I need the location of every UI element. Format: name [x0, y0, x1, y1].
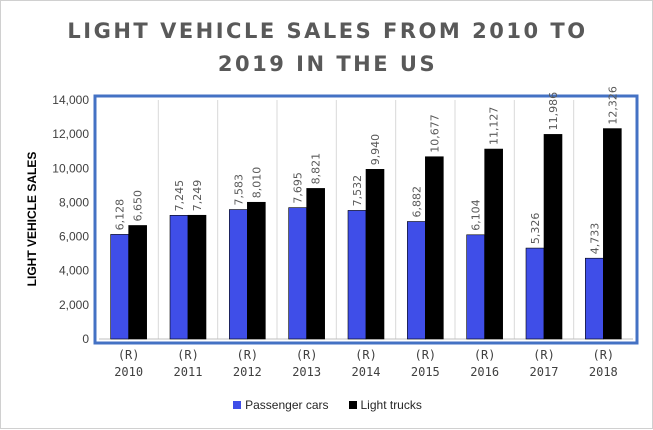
- bar-light-trucks: [425, 156, 444, 340]
- x-tick-label: (R) 2012: [233, 348, 262, 379]
- bar-light-trucks: [306, 188, 325, 340]
- bar-light-trucks: [247, 201, 266, 340]
- bar-passenger-cars: [407, 221, 426, 340]
- x-tick-label: (R) 2014: [352, 348, 381, 379]
- bar-light-trucks: [543, 134, 563, 340]
- chart-title-line-1: LIGHT VEHICLE SALES FROM 2010 TO: [67, 19, 588, 43]
- bar-light-trucks: [128, 225, 147, 340]
- data-label: 6,650: [132, 190, 145, 222]
- data-label: 12,326: [606, 86, 619, 125]
- data-label: 6,104: [470, 199, 483, 231]
- bar-passenger-cars: [466, 234, 485, 340]
- legend-item-passenger-cars: Passenger cars: [233, 398, 329, 412]
- y-tick-label: 10,000: [52, 161, 89, 175]
- bar-light-trucks: [603, 128, 622, 340]
- data-label: 7,532: [351, 175, 364, 207]
- bar-passenger-cars: [585, 257, 604, 340]
- data-label: 5,326: [529, 213, 542, 245]
- data-label: 9,940: [369, 134, 382, 166]
- bar-light-trucks: [365, 169, 385, 340]
- y-tick-label: 8,000: [59, 195, 89, 209]
- data-label: 8,010: [250, 167, 263, 199]
- bar-passenger-cars: [347, 210, 367, 340]
- y-tick-label: 6,000: [59, 230, 89, 244]
- x-tick-label: (R) 2010: [114, 348, 143, 379]
- bar-passenger-cars: [229, 209, 248, 340]
- y-tick-label: 0: [82, 332, 89, 346]
- y-tick-label: 14,000: [52, 93, 89, 107]
- x-tick-label: (R) 2013: [292, 348, 321, 379]
- plot-border: [93, 94, 639, 345]
- legend-label-light-trucks: Light trucks: [360, 398, 422, 412]
- data-label: 11,986: [547, 92, 560, 131]
- data-label: 8,821: [310, 153, 323, 185]
- chart-title-line-2: 2019 IN THE US: [217, 52, 438, 76]
- chart-legend: Passenger cars Light trucks: [1, 398, 653, 412]
- data-label: 11,127: [488, 107, 501, 145]
- bar-passenger-cars: [525, 247, 545, 340]
- legend-swatch-passenger-cars: [233, 401, 242, 409]
- x-tick-label: (R) 2011: [174, 348, 203, 379]
- x-tick-label: (R) 2015: [411, 348, 440, 379]
- data-label: 7,583: [232, 174, 245, 205]
- bar-passenger-cars: [169, 215, 189, 340]
- legend-label-passenger-cars: Passenger cars: [245, 398, 329, 412]
- bar-passenger-cars: [288, 207, 307, 340]
- bar-light-trucks: [484, 148, 503, 340]
- y-tick-label: 4,000: [59, 264, 89, 278]
- y-tick-label: 12,000: [52, 127, 89, 141]
- data-label: 6,882: [410, 186, 423, 218]
- chart-title: LIGHT VEHICLE SALES FROM 2010 TO 2019 IN…: [1, 15, 653, 81]
- data-label: 10,677: [428, 114, 441, 153]
- x-tick-label: (R) 2017: [530, 348, 559, 379]
- legend-item-light-trucks: Light trucks: [348, 398, 422, 412]
- data-label: 6,128: [114, 199, 127, 231]
- legend-swatch-light-trucks: [348, 401, 357, 409]
- data-label: 7,249: [191, 180, 204, 212]
- bar-light-trucks: [187, 214, 207, 340]
- data-label: 7,245: [173, 180, 186, 212]
- x-tick-label: (R) 2016: [470, 348, 499, 379]
- bar-passenger-cars: [110, 234, 129, 340]
- x-tick-label: (R) 2018: [589, 348, 618, 379]
- y-tick-label: 2,000: [59, 298, 89, 312]
- data-label: 4,733: [588, 223, 601, 255]
- data-label: 7,695: [292, 172, 305, 204]
